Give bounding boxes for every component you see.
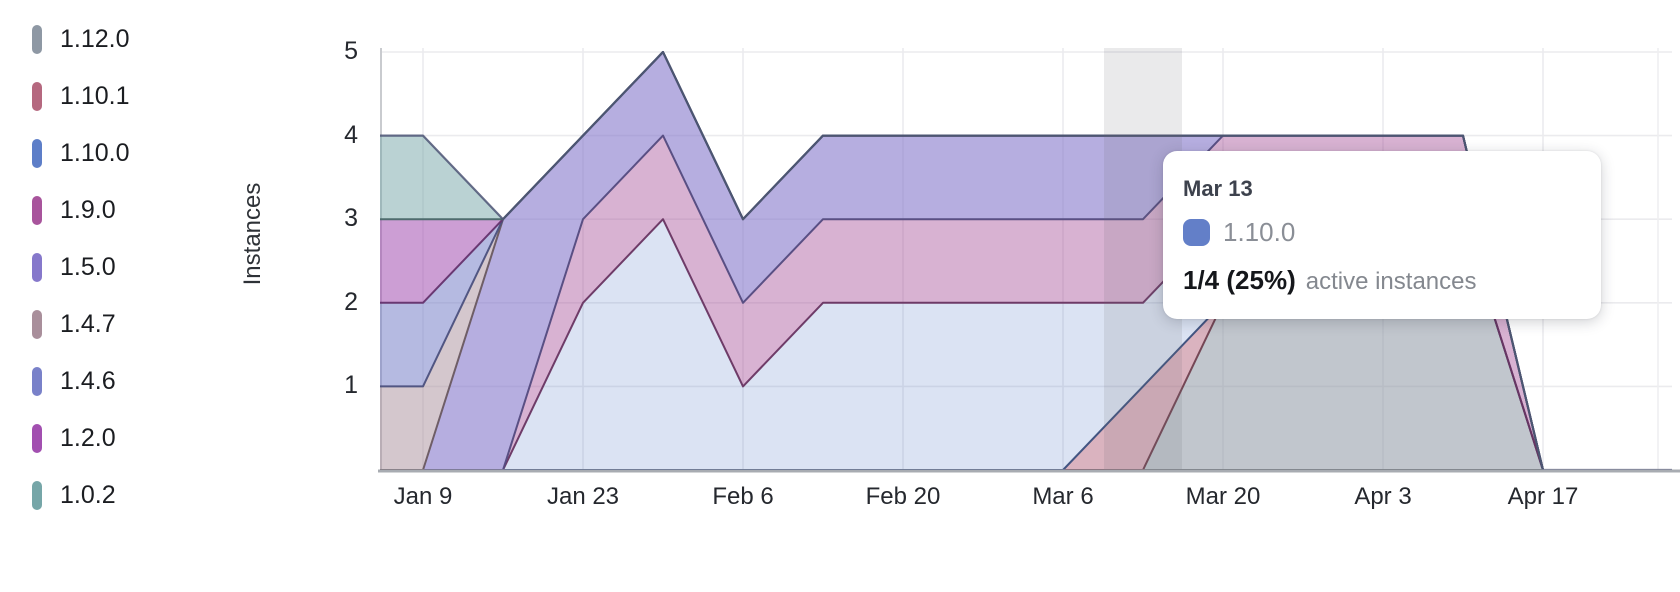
x-tick-label: Jan 23 <box>546 483 620 510</box>
y-tick-label: 4 <box>344 120 358 149</box>
legend-label: 1.10.1 <box>60 82 130 110</box>
tooltip-series-swatch-icon <box>1183 219 1210 246</box>
tooltip: Mar 13 1.10.0 1/4 (25%) active instances <box>1163 151 1601 319</box>
tooltip-series-label: 1.10.0 <box>1223 217 1296 247</box>
legend-swatch-icon <box>32 82 42 111</box>
x-tick-label: Feb 6 <box>712 483 774 510</box>
legend-label: 1.0.2 <box>60 481 116 509</box>
legend-item-1-2-0[interactable]: 1.2.0 <box>32 424 130 453</box>
legend: 1.12.0 1.10.1 1.10.0 1.9.0 1.5.0 1.4.7 1.4.6 1.… <box>32 25 130 510</box>
legend-item-1-10-0[interactable]: 1.10.0 <box>32 139 130 168</box>
legend-swatch-icon <box>32 253 42 282</box>
legend-item-1-10-1[interactable]: 1.10.1 <box>32 82 130 111</box>
legend-swatch-icon <box>32 481 42 510</box>
legend-label: 1.2.0 <box>60 424 116 452</box>
stack-top-line <box>380 50 1672 472</box>
legend-swatch-icon <box>32 196 42 225</box>
tooltip-date: Mar 13 <box>1183 176 1253 201</box>
legend-swatch-icon <box>32 139 42 168</box>
legend-item-1-5-0[interactable]: 1.5.0 <box>32 253 130 282</box>
tooltip-value: 1/4 (25%) <box>1183 265 1296 295</box>
legend-swatch-icon <box>32 310 42 339</box>
tooltip-value-row: 1/4 (25%) active instances <box>1183 265 1581 296</box>
legend-item-1-9-0[interactable]: 1.9.0 <box>32 196 130 225</box>
legend-swatch-icon <box>32 367 42 396</box>
x-tick-label: Apr 3 <box>1354 483 1412 510</box>
legend-label: 1.4.6 <box>60 367 116 395</box>
legend-item-1-4-6[interactable]: 1.4.6 <box>32 367 130 396</box>
legend-label: 1.4.7 <box>60 310 116 338</box>
x-tick-label: Feb 20 <box>865 483 941 510</box>
tooltip-series-row: 1.10.0 <box>1183 217 1581 248</box>
legend-label: 1.9.0 <box>60 196 116 224</box>
area-band-1-10-0[interactable] <box>380 219 1543 470</box>
x-tick-label: Mar 6 <box>1032 483 1094 510</box>
y-tick-label: 3 <box>344 204 358 233</box>
y-tick-label: 5 <box>344 37 358 65</box>
legend-label: 1.10.0 <box>60 139 130 167</box>
x-tick-label: Jan 9 <box>393 483 453 510</box>
x-tick-label: Apr 17 <box>1507 483 1579 510</box>
legend-item-1-4-7[interactable]: 1.4.7 <box>32 310 130 339</box>
legend-label: 1.12.0 <box>60 25 130 53</box>
legend-swatch-icon <box>32 424 42 453</box>
x-tick-label: Mar 20 <box>1185 483 1261 510</box>
legend-item-1-12-0[interactable]: 1.12.0 <box>32 25 130 54</box>
legend-label: 1.5.0 <box>60 253 116 281</box>
y-tick-label: 2 <box>344 287 358 316</box>
tooltip-value-suffix: active instances <box>1305 268 1477 295</box>
y-tick-label: 1 <box>344 371 358 400</box>
legend-swatch-icon <box>32 25 42 54</box>
legend-item-1-0-2[interactable]: 1.0.2 <box>32 481 130 510</box>
